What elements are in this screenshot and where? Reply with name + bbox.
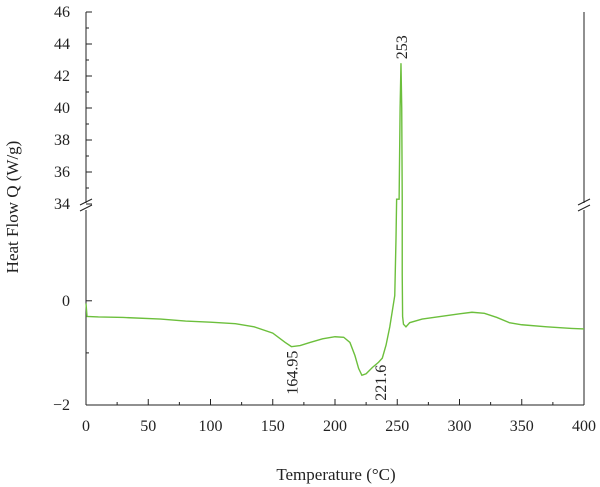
y-tick-label-44: 44 (54, 36, 70, 53)
heat-flow-series-line (85, 63, 585, 377)
axis-break-slash-left-2 (79, 204, 93, 212)
ticks: 0 50 100 150 200 250 300 350 400 34 36 38 40 42 44 46 −2… (53, 4, 596, 435)
y-tick-label-34: 34 (54, 196, 70, 213)
x-tick-label-0: 0 (82, 418, 90, 435)
axis-break-slash-right-1 (577, 198, 591, 206)
axis-break-gap-right (577, 203, 591, 210)
axis-break-slash-left-1 (79, 198, 93, 206)
y-tick-label-36: 36 (54, 164, 70, 181)
annotations: 164.95 221.6 253 (284, 35, 411, 401)
x-tick-label-200: 200 (323, 418, 347, 435)
axes (79, 12, 591, 406)
y-axis-title: Heat Flow Q (W/g) (3, 141, 22, 274)
x-tick-label-50: 50 (140, 418, 156, 435)
x-tick-label-400: 400 (572, 418, 596, 435)
axis-break-gap-left (79, 203, 93, 210)
x-tick-label-100: 100 (199, 418, 223, 435)
annotation-label-2: 221.6 (373, 365, 390, 401)
x-axis-title: Temperature (°C) (276, 465, 395, 484)
x-tick-label-350: 350 (510, 418, 534, 435)
x-tick-label-250: 250 (385, 418, 409, 435)
y-tick-label-46: 46 (54, 4, 70, 21)
y-tick-label-40: 40 (54, 100, 70, 117)
y-tick-label-42: 42 (54, 68, 70, 85)
y-tick-label-minus2: −2 (53, 397, 70, 414)
y-tick-label-38: 38 (54, 132, 70, 149)
x-tick-label-150: 150 (261, 418, 285, 435)
x-tick-label-300: 300 (448, 418, 472, 435)
annotation-label-1: 164.95 (284, 351, 301, 395)
axis-break-slash-right-2 (577, 204, 591, 212)
annotation-label-3: 253 (394, 35, 411, 59)
y-tick-label-0: 0 (62, 293, 70, 310)
